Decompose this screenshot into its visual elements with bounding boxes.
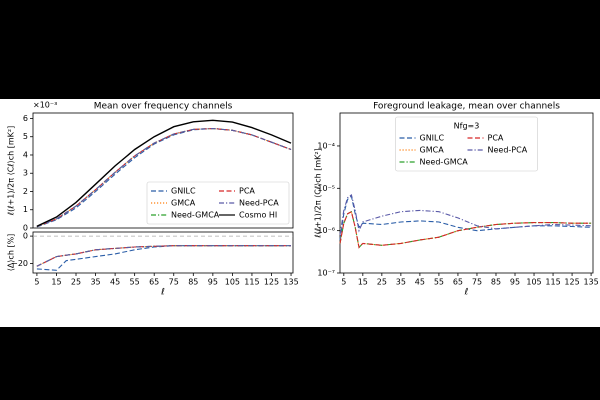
legend-label: PCA [488, 134, 504, 143]
x-tick-label: 35 [396, 278, 406, 287]
x-tick-label: 105 [225, 278, 240, 287]
series-line [36, 119, 292, 227]
y-tick-label: 10⁻⁶ [317, 226, 335, 235]
x-tick-label: 75 [169, 278, 179, 287]
x-tick-label: 125 [564, 278, 579, 287]
series-line [339, 210, 592, 249]
x-tick-label: 25 [377, 278, 387, 287]
x-tick-label: 15 [358, 278, 368, 287]
legend-label: GNILC [420, 134, 445, 143]
x-tick-label: 125 [264, 278, 279, 287]
legend-label: Need-PCA [239, 199, 279, 208]
legend-label: GMCA [171, 199, 196, 208]
x-tick-label: 45 [110, 278, 120, 287]
y-tick-label: 5 [23, 132, 28, 141]
plot-frame [339, 112, 594, 274]
x-tick-label: 115 [545, 278, 560, 287]
x-tick-label: 15 [51, 278, 61, 287]
legend-label: GMCA [420, 146, 445, 155]
x-tick-label: 135 [583, 278, 598, 287]
y-tick-label: 10⁻⁷ [317, 269, 335, 278]
legend-box [146, 181, 290, 225]
x-tick-label: 75 [472, 278, 482, 287]
series-line [36, 127, 292, 228]
x-tick-label: 65 [149, 278, 159, 287]
x-tick-label: 5 [341, 278, 346, 287]
x-tick-label: 25 [71, 278, 81, 287]
y-tick-label: 1 [23, 205, 28, 214]
y-tick-label: 3 [23, 169, 28, 178]
x-axis-label: ℓ [464, 288, 469, 298]
x-tick-label: 35 [90, 278, 100, 287]
y-tick-label: 6 [23, 114, 28, 123]
x-tick-label: 45 [415, 278, 425, 287]
series-line [339, 210, 592, 249]
x-tick-label: 85 [491, 278, 501, 287]
plot-frame [32, 112, 294, 229]
x-tick-label: 65 [453, 278, 463, 287]
legend-label: GNILC [171, 187, 196, 196]
legend-label: Need-GMCA [171, 211, 220, 220]
series-line [36, 245, 291, 267]
y-tick-label: 10⁻⁴ [317, 141, 335, 150]
x-axis-label: ℓ [160, 288, 165, 298]
y-tick-label: 2 [23, 187, 28, 196]
x-tick-label: 55 [434, 278, 444, 287]
plot-frame [32, 231, 294, 274]
x-tick-label: 135 [283, 278, 298, 287]
x-tick-label: 95 [510, 278, 520, 287]
y-tick-label: 10⁻⁵ [317, 184, 335, 193]
legend-title: Nfg=3 [454, 122, 480, 131]
legend-label: Need-GMCA [420, 158, 469, 167]
x-tick-label: 5 [34, 278, 39, 287]
y-axis-label: ℓ(ℓ+1)/2π ⟨Cℓ⟩ch [mK²] [7, 126, 16, 216]
y-axis-label: ⟨Δ⟩ch [%] [7, 234, 16, 272]
x-tick-label: 55 [130, 278, 140, 287]
y-axis-label: ℓ(ℓ+1)/2π ⟨Cℓ⟩ch [mK²] [314, 148, 323, 238]
axis-multiplier: ×10⁻³ [33, 101, 57, 110]
x-tick-label: 105 [526, 278, 541, 287]
x-tick-label: 115 [244, 278, 259, 287]
y-tick-label: 0 [23, 224, 28, 233]
y-tick-label: 0 [23, 232, 28, 241]
legend-box [395, 116, 538, 172]
x-tick-label: 95 [208, 278, 218, 287]
x-tick-label: 85 [188, 278, 198, 287]
chart-title: Mean over frequency channels [94, 102, 233, 112]
y-tick-label: −20 [11, 259, 28, 268]
legend-label: Need-PCA [488, 146, 528, 155]
chart-title: Foreground leakage, mean over channels [373, 102, 560, 112]
legend-label: PCA [239, 187, 255, 196]
series-line [339, 193, 592, 235]
y-tick-label: 4 [23, 150, 28, 159]
legend-label: Cosmo HI [239, 211, 277, 220]
